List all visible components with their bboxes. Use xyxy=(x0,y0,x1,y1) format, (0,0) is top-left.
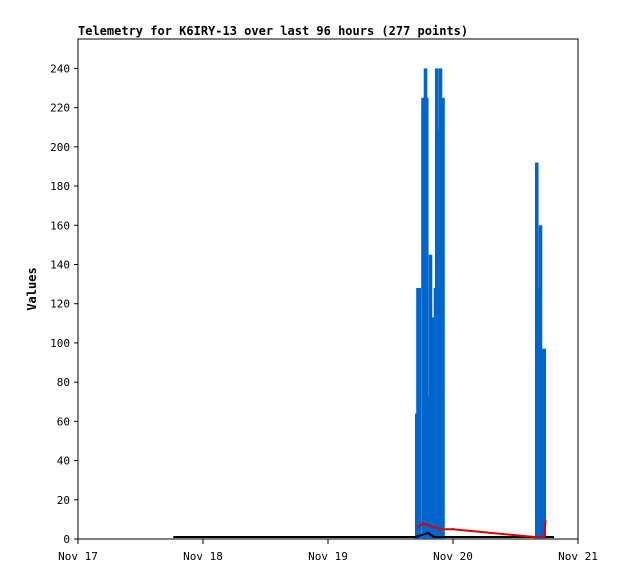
y-axis-label: Values xyxy=(25,267,39,310)
series-2-point xyxy=(426,524,430,527)
series-2-point xyxy=(533,535,536,539)
series-0-spike xyxy=(431,317,435,539)
y-tick-label: 100 xyxy=(50,337,70,350)
series-2-point xyxy=(451,527,455,531)
series-1-point xyxy=(173,535,176,539)
series-2-point xyxy=(439,527,442,531)
y-tick-label: 180 xyxy=(50,180,70,193)
chart-title: Telemetry for K6IRY-13 over last 96 hour… xyxy=(78,24,468,38)
series-0-spike xyxy=(424,97,429,539)
x-tick-label: Nov 21 xyxy=(558,550,598,563)
y-tick-label: 240 xyxy=(50,62,70,75)
series-layer xyxy=(173,68,555,539)
series-2-point xyxy=(416,526,420,529)
series-0-spike xyxy=(428,254,433,539)
series-1-point xyxy=(551,535,555,539)
series-1-point xyxy=(426,531,430,535)
x-tick-label: Nov 20 xyxy=(433,550,473,563)
y-tick-label: 200 xyxy=(50,141,70,154)
y-tick-label: 160 xyxy=(50,219,70,232)
series-1-point xyxy=(420,533,423,537)
plot-area xyxy=(77,38,579,540)
y-axis: 0 20 40 60 80 100 120 140 160 180 200 220 240 xyxy=(50,62,78,546)
series-1-line xyxy=(174,532,553,538)
y-tick-label: 140 xyxy=(50,258,70,271)
y-tick-label: 80 xyxy=(57,376,70,389)
x-tick-label: Nov 18 xyxy=(183,550,223,563)
x-tick-label: Nov 17 xyxy=(58,550,98,563)
y-tick-label: 220 xyxy=(50,102,70,115)
y-tick-label: 40 xyxy=(57,455,70,468)
y-tick-label: 20 xyxy=(57,494,70,507)
series-1-point xyxy=(414,535,417,539)
y-tick-label: 120 xyxy=(50,298,70,311)
series-2-point xyxy=(544,520,547,523)
y-tick-label: 0 xyxy=(63,533,70,546)
series-0-spike xyxy=(441,97,445,539)
y-tick-label: 60 xyxy=(57,415,70,428)
series-2-point xyxy=(421,522,425,525)
series-0-spike xyxy=(438,68,443,539)
series-0-spike xyxy=(417,288,422,539)
x-axis: Nov 17 Nov 18 Nov 19 Nov 20 Nov 21 xyxy=(58,539,598,563)
series-0-spike xyxy=(434,68,439,539)
series-1-point xyxy=(433,535,436,539)
x-tick-label: Nov 19 xyxy=(308,550,348,563)
series-0-spike xyxy=(542,348,547,539)
series-2-point xyxy=(543,535,546,539)
